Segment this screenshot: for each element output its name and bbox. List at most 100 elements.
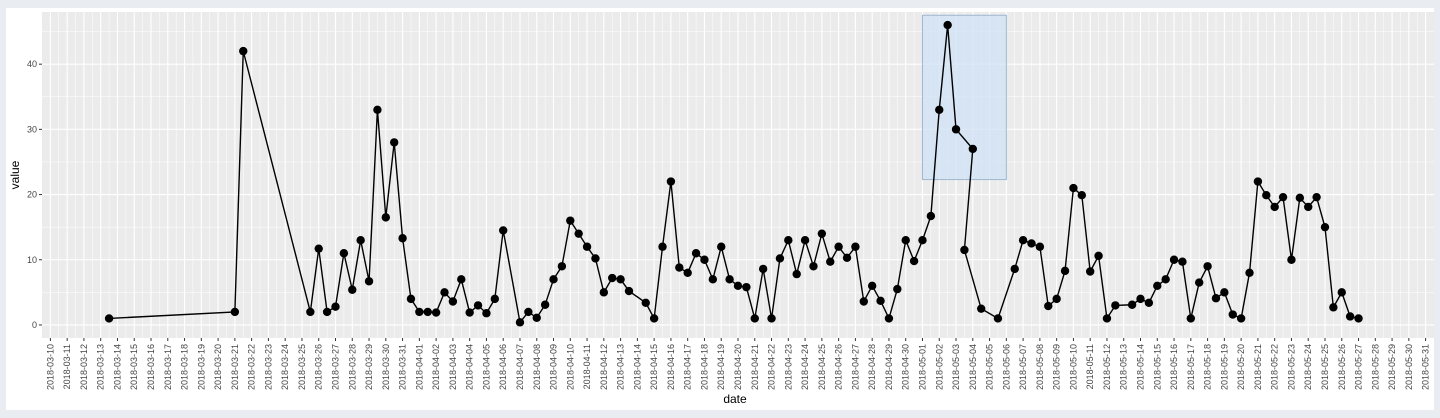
x-tick-label: 2018-03-11 xyxy=(62,344,72,389)
x-tick-label: 2018-03-19 xyxy=(196,344,206,390)
x-tick-label: 2018-05-31 xyxy=(1421,344,1431,390)
x-tick-label: 2018-04-04 xyxy=(465,344,475,390)
data-point xyxy=(616,275,625,284)
data-point xyxy=(1354,314,1363,323)
x-tick-label: 2018-04-03 xyxy=(448,344,458,390)
data-point xyxy=(683,268,692,277)
x-tick-label: 2018-03-24 xyxy=(280,344,290,390)
data-point xyxy=(901,236,910,245)
x-tick-label: 2018-03-18 xyxy=(180,344,190,390)
data-point xyxy=(834,242,843,251)
data-point xyxy=(725,275,734,284)
x-tick-label: 2018-03-16 xyxy=(146,344,156,390)
y-tick-label: 20 xyxy=(27,190,37,200)
data-point xyxy=(566,216,575,225)
data-point xyxy=(1094,251,1103,261)
data-point xyxy=(440,288,449,297)
data-point xyxy=(608,273,617,283)
x-tick-label: 2018-03-13 xyxy=(96,344,106,390)
data-point xyxy=(1337,288,1346,297)
y-tick-label: 30 xyxy=(27,124,37,134)
data-points xyxy=(104,20,1363,327)
data-point xyxy=(490,294,500,304)
series-line xyxy=(109,24,1359,324)
data-point xyxy=(1287,255,1296,264)
data-point xyxy=(1044,301,1053,311)
data-point xyxy=(750,314,759,323)
data-point xyxy=(1262,191,1271,200)
x-tick-label: 2018-05-29 xyxy=(1387,344,1397,390)
x-tick-label: 2018-04-25 xyxy=(817,344,827,390)
x-tick-label: 2018-05-08 xyxy=(1035,344,1045,390)
data-point xyxy=(1060,266,1070,276)
data-point xyxy=(926,211,936,221)
data-point xyxy=(1027,239,1036,248)
x-tick-label: 2018-04-23 xyxy=(783,344,793,390)
x-tick-label: 2018-05-26 xyxy=(1337,344,1347,390)
data-point xyxy=(649,314,659,323)
x-tick-label: 2018-03-28 xyxy=(347,344,357,390)
x-tick-label: 2018-04-27 xyxy=(850,344,860,390)
data-point xyxy=(104,314,114,323)
data-point xyxy=(1069,183,1078,193)
data-point xyxy=(373,105,382,115)
plot-card: 0 10 20 30 40 2018-03-10 2018-03-11 2018-03-12… xyxy=(6,8,1434,410)
x-tick-label: 2018-05-01 xyxy=(917,344,927,390)
data-point xyxy=(389,138,399,147)
data-point xyxy=(733,281,743,291)
data-point xyxy=(1329,303,1338,312)
data-point xyxy=(784,236,793,245)
x-tick-label: 2018-05-12 xyxy=(1102,344,1112,390)
x-tick-label: 2018-03-22 xyxy=(247,344,257,390)
data-point xyxy=(658,242,667,251)
x-tick-label: 2018-04-12 xyxy=(599,344,609,390)
data-point xyxy=(1203,262,1212,271)
data-point xyxy=(1136,294,1145,304)
x-tick-label: 2018-03-21 xyxy=(230,344,240,390)
x-tick-label: 2018-05-16 xyxy=(1169,344,1179,390)
data-point xyxy=(867,281,877,291)
data-point xyxy=(591,254,600,263)
data-point xyxy=(331,302,340,311)
data-point xyxy=(935,105,944,115)
x-tick-label: 2018-04-21 xyxy=(750,344,760,390)
x-tick-label: 2018-04-07 xyxy=(515,344,525,390)
x-tick-label: 2018-03-26 xyxy=(314,344,324,390)
data-point xyxy=(431,308,441,317)
data-point xyxy=(1111,301,1120,310)
y-tick-label: 40 xyxy=(27,59,37,69)
data-point xyxy=(398,234,407,243)
x-tick-label: 2018-04-26 xyxy=(834,344,844,390)
line-chart: 0 10 20 30 40 2018-03-10 2018-03-11 2018-03-12… xyxy=(8,12,1434,406)
x-tick-label: 2018-05-09 xyxy=(1052,344,1062,390)
x-tick-label: 2018-05-03 xyxy=(951,344,961,390)
x-tick-label: 2018-05-05 xyxy=(985,344,995,390)
x-tick-label: 2018-05-11 xyxy=(1085,344,1095,389)
data-point xyxy=(1161,275,1170,284)
data-point xyxy=(826,257,835,266)
data-point xyxy=(1345,312,1355,321)
series-line-group xyxy=(109,24,1359,324)
x-tick-label: 2018-04-06 xyxy=(498,344,508,390)
data-point xyxy=(1312,192,1321,202)
data-point xyxy=(1085,267,1095,276)
data-point xyxy=(524,307,533,317)
x-tick-label: 2018-04-09 xyxy=(549,344,559,390)
x-tick-label: 2018-04-15 xyxy=(649,344,659,390)
data-point xyxy=(943,20,952,30)
x-tick-label: 2018-04-29 xyxy=(884,344,894,390)
x-tick-label: 2018-04-22 xyxy=(767,344,777,390)
x-tick-label: 2018-04-28 xyxy=(867,344,877,390)
data-point xyxy=(918,236,927,245)
data-point xyxy=(515,318,525,327)
data-point xyxy=(968,144,977,154)
data-point xyxy=(322,307,332,317)
data-point xyxy=(624,286,634,296)
data-point xyxy=(557,262,567,271)
x-tick-label: 2018-03-29 xyxy=(364,344,374,390)
data-point xyxy=(364,277,374,286)
x-tick-label: 2018-04-02 xyxy=(431,344,441,390)
data-point xyxy=(717,242,726,251)
data-point xyxy=(230,307,240,317)
data-point xyxy=(1236,314,1246,323)
